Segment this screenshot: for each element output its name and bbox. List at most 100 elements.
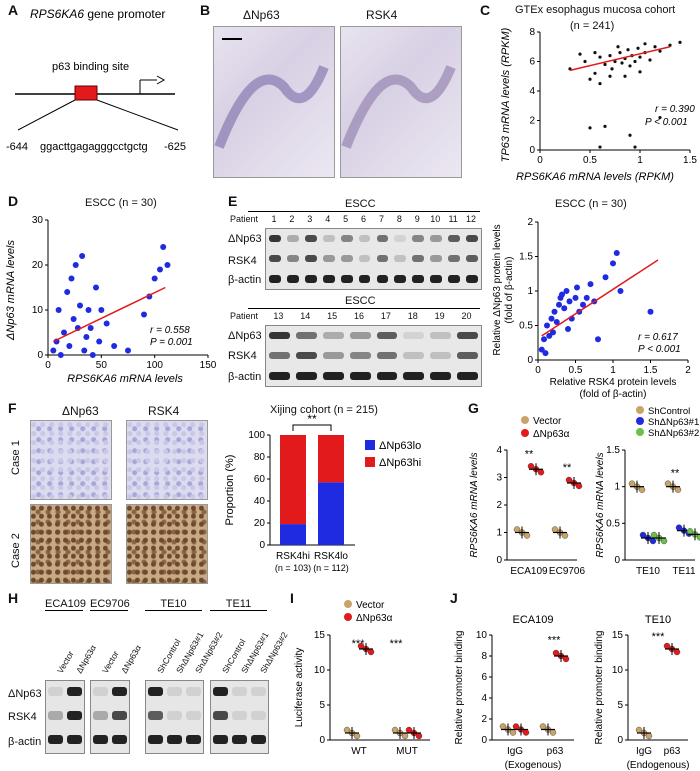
g-dnp63-dot: [537, 469, 545, 476]
g-sh2-dot: [696, 534, 700, 541]
patient-number: 2: [289, 214, 295, 224]
escc-mrna-p: P = 0.001: [150, 337, 193, 348]
gtex-point: [643, 42, 647, 46]
xijing-ytick-label: 20: [254, 518, 266, 529]
patient-number: 18: [407, 311, 418, 321]
g-legend-dnp63: ΔNp63α: [533, 429, 570, 440]
bar-dnp63-hi: [318, 435, 344, 483]
blot-band: [322, 255, 335, 262]
gtex-point: [678, 40, 682, 44]
blot-band: [358, 235, 371, 242]
patient-number: 15: [327, 311, 338, 321]
j-xlabel1: p63: [547, 746, 564, 757]
blot-h-band: [232, 735, 247, 744]
j-exo-ytick-label: 4: [481, 693, 487, 704]
g-over-ytick-label: 2: [496, 500, 502, 511]
gtex-point: [658, 49, 662, 53]
luc-ylabel: Luciferase activity: [294, 648, 305, 727]
lane-label: ΔNp63α: [119, 643, 144, 675]
j-xlabel1: IgG: [507, 746, 523, 757]
escc-mrna-xlabel: RPS6KA6 mRNA levels: [67, 373, 183, 385]
chart-xijing-bar: 0 20 40 60 80 100 RSK4hi(n = 103)RSK4lo(n = 11…: [224, 412, 421, 573]
escc-mrna-xtick-label: 150: [200, 360, 217, 371]
xijing-ylabel: Proportion (%): [224, 455, 236, 526]
gtex-xtick-label: 1.5: [683, 155, 697, 166]
blot-h-cell-headers: ECA109 EC9706 TE10 TE11: [0, 598, 290, 618]
gtex-point: [618, 51, 622, 55]
cell-header: ECA109: [45, 598, 86, 611]
j-ylabel2: Relative promoter binding: [594, 631, 605, 745]
blot-band: [430, 275, 443, 283]
escc-protein-ytick-label: 2: [527, 217, 533, 228]
g-vector-dot: [523, 532, 531, 539]
blot-band: [394, 275, 407, 283]
blot-band: [430, 255, 443, 262]
zoom-line-left: [17, 99, 76, 131]
gtex-point: [668, 43, 672, 47]
gtex-ytick-label: 4: [529, 86, 535, 97]
escc-protein-point: [550, 329, 556, 336]
j-exo-ytick-label: 10: [476, 630, 488, 641]
blot-band: [322, 352, 344, 359]
escc-mrna-xtick-label: 100: [146, 360, 163, 371]
blot-h-band: [148, 735, 163, 744]
blot1-title: ESCC: [345, 198, 376, 210]
blot-h-gel: [145, 680, 204, 754]
escc-mrna-point: [141, 311, 147, 318]
xijing-cat-n: (n = 112): [313, 563, 349, 573]
gtex-point: [583, 59, 587, 64]
blot-h-band: [213, 735, 228, 744]
blot-h-band: [213, 687, 228, 696]
blot-h-gel: [210, 680, 269, 754]
escc-protein-xlabel1: Relative RSK4 protein levels: [550, 377, 677, 388]
escc-mrna-point: [160, 244, 167, 250]
blot-h-band: [186, 687, 201, 696]
gtex-point: [648, 58, 652, 62]
xijing-ytick-label: 40: [254, 496, 266, 507]
patient-number: 19: [434, 311, 445, 321]
gtex-xtick-label: 0: [537, 155, 543, 166]
blot-band: [304, 235, 317, 242]
gtex-point: [638, 70, 642, 74]
blot-band: [376, 235, 389, 242]
luc-legend-dnp63: ΔNp63α: [356, 613, 393, 624]
blot2-row-actin: β-actin: [228, 371, 262, 383]
blot-h-band: [48, 735, 63, 744]
patient-number: 4: [325, 214, 331, 224]
j-vector-dot: [509, 729, 517, 736]
gtex-point: [608, 54, 612, 58]
escc-protein-point: [542, 350, 549, 357]
j-xlabel2: IgG: [636, 746, 652, 757]
xijing-cat-label: RSK4lo: [314, 551, 348, 562]
blot-band: [430, 352, 452, 359]
blot2-row-rsk4: RSK4: [228, 350, 257, 362]
blot-band: [340, 235, 353, 242]
escc-mrna-point: [61, 329, 67, 336]
patient-number: 14: [300, 311, 311, 321]
gtex-point: [653, 45, 657, 49]
blot-band: [457, 372, 478, 380]
escc-protein-ytick-label: 1.5: [519, 252, 533, 263]
blot1-divider: [248, 211, 480, 212]
escc-mrna-point: [157, 266, 163, 273]
gtex-n: (n = 241): [570, 20, 615, 32]
g-sh2-dot: [660, 537, 668, 545]
patient-number: 12: [466, 214, 477, 224]
g-vector-dot: [561, 532, 569, 539]
g-xlabel: EC9706: [549, 566, 586, 577]
escc-protein-point: [561, 305, 568, 312]
lane-label: Vector: [55, 649, 76, 675]
blot-h-band: [167, 687, 182, 696]
g-ylabel2: RPS6KA6 mRNA levels: [595, 452, 606, 557]
g-legend2-label: ShControl: [648, 406, 690, 417]
j-endo-ytick-label: 10: [612, 665, 624, 676]
g-over-ytick-label: 3: [496, 473, 502, 484]
escc-protein-xlabel2: (fold of β-actin): [580, 389, 647, 400]
g-legend-vector: Vector: [533, 416, 562, 427]
gtex-point: [598, 82, 602, 86]
blot-band: [295, 332, 317, 339]
patient-label-1: Patient: [230, 214, 259, 224]
blot-band: [376, 255, 389, 262]
ihc-case2-rsk4: [126, 504, 208, 584]
g-over-ytick-label: 4: [496, 445, 502, 456]
